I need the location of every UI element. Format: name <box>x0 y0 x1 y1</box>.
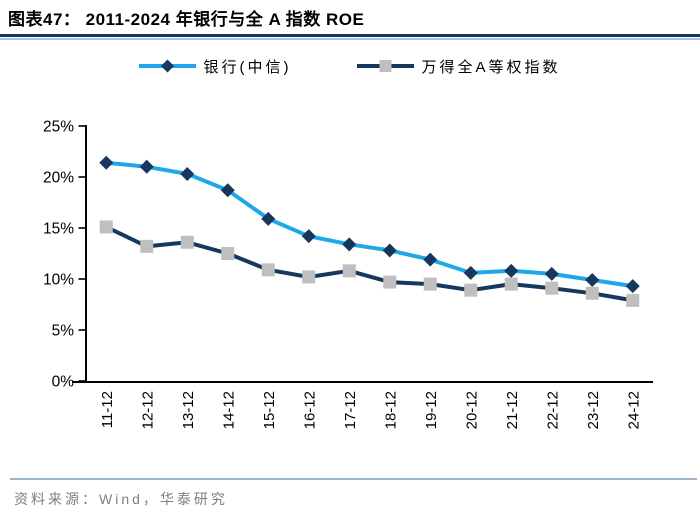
x-axis-label: 12-12 <box>139 391 156 429</box>
series-marker-0 <box>504 263 519 278</box>
roe-line-chart: 0% 5% 10% 15% 20% 25% 11-12 12-12 13-12 14-12 15-1… <box>43 119 653 429</box>
x-axis-label: 13-12 <box>180 391 197 429</box>
series-marker-0 <box>463 265 478 280</box>
x-axis-label: 19-12 <box>423 391 440 429</box>
y-axis-label: 0% <box>52 374 75 391</box>
x-axis-label: 20-12 <box>463 391 480 429</box>
y-axis-label: 20% <box>43 170 74 187</box>
title-underline-dark <box>0 34 700 37</box>
y-axis-label: 15% <box>43 221 74 238</box>
series-marker-1 <box>464 283 478 297</box>
series-marker-0 <box>301 229 316 244</box>
x-axis-label: 24-12 <box>625 391 642 429</box>
y-axis-label: 5% <box>52 323 75 340</box>
series-marker-1 <box>545 281 559 295</box>
legend-item-alla: 万得全A等权指数 <box>357 56 560 77</box>
legend-marker-1 <box>379 60 392 72</box>
series-marker-1 <box>302 270 316 284</box>
legend-marker-0 <box>161 59 175 73</box>
legend-label-alla: 万得全A等权指数 <box>421 58 561 76</box>
series-marker-0 <box>625 279 640 294</box>
series-marker-1 <box>626 293 640 307</box>
series-marker-1 <box>383 275 397 289</box>
alla-line-square-icon <box>357 60 415 72</box>
series-marker-1 <box>180 235 194 249</box>
series-marker-0 <box>99 155 114 170</box>
x-axis-label: 18-12 <box>382 391 399 429</box>
series-marker-0 <box>585 273 600 288</box>
series-marker-1 <box>342 264 356 278</box>
series-marker-0 <box>261 211 276 226</box>
series-marker-0 <box>544 266 559 281</box>
x-axis-label: 23-12 <box>585 391 602 429</box>
series-marker-1 <box>423 277 437 291</box>
legend-item-bank: 银行(中信) <box>139 56 291 77</box>
chart-legend: 银行(中信) 万得全A等权指数 <box>0 56 700 76</box>
series-marker-0 <box>220 183 235 198</box>
series-line-0 <box>104 160 635 289</box>
x-axis-label: 16-12 <box>301 391 318 429</box>
series-marker-1 <box>261 263 275 277</box>
footer-rule <box>10 478 697 480</box>
series-marker-0 <box>342 237 357 252</box>
series-marker-0 <box>139 159 154 174</box>
x-axis-label: 21-12 <box>504 391 521 429</box>
series-line-1 <box>104 225 635 303</box>
x-axis-label: 11-12 <box>99 391 116 428</box>
y-axis-label: 10% <box>43 272 74 289</box>
source-note: 资料来源：Wind，华泰研究 <box>14 491 228 507</box>
series-marker-0 <box>382 243 397 258</box>
series-marker-0 <box>180 166 195 181</box>
y-axis-label: 25% <box>43 119 74 136</box>
series-marker-1 <box>140 239 154 253</box>
title-underline-gap <box>0 36 700 38</box>
series-marker-1 <box>585 286 599 300</box>
figure-title: 图表47： 2011-2024 年银行与全 A 指数 ROE <box>8 10 365 29</box>
series-marker-1 <box>504 277 518 291</box>
x-axis-label: 22-12 <box>544 391 561 429</box>
x-axis-label: 14-12 <box>220 391 237 429</box>
legend-label-bank: 银行(中信) <box>203 58 292 76</box>
x-axis-label: 17-12 <box>342 391 359 429</box>
bank-line-diamond-icon <box>139 59 197 73</box>
x-axis-label: 15-12 <box>261 391 278 429</box>
title-underline-light <box>0 38 700 40</box>
series-marker-1 <box>99 220 113 234</box>
series-marker-0 <box>423 252 438 267</box>
series-marker-1 <box>221 247 235 260</box>
